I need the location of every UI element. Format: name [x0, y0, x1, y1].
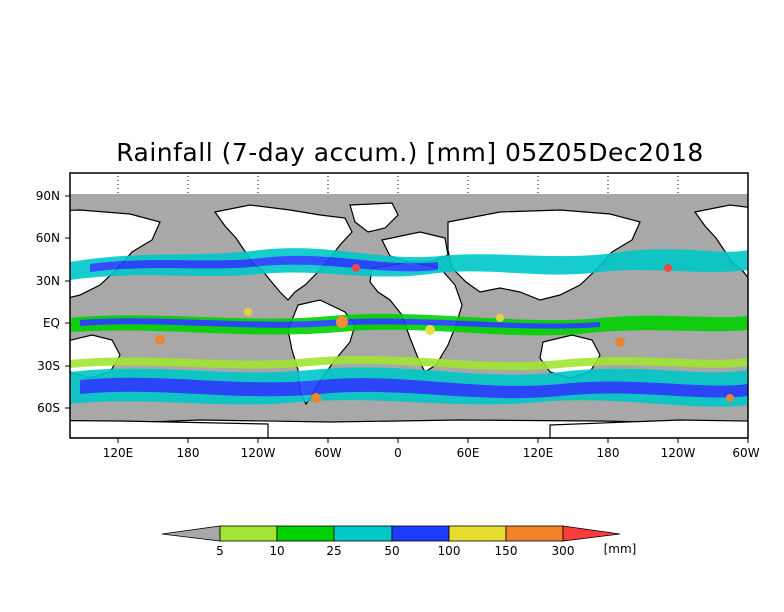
- legend-level-label: 150: [495, 544, 518, 558]
- x-tick-label: 120E: [523, 446, 554, 460]
- legend-level-label: 10: [269, 544, 284, 558]
- y-tick-label: 30N: [36, 274, 60, 288]
- x-tick-label: 120W: [241, 446, 276, 460]
- legend-swatch: [276, 525, 335, 542]
- legend-level-label: 50: [384, 544, 399, 558]
- map-title: Rainfall (7-day accum.) [mm] 05Z05Dec201…: [116, 138, 704, 167]
- x-tick-label: 120W: [661, 446, 696, 460]
- y-tick-label: 30S: [37, 359, 60, 373]
- x-axis-labels: 120E 180 120W 60W 0 60E 120E 180 120W 60…: [103, 446, 760, 460]
- legend-swatch-lowest: [161, 525, 221, 542]
- legend-swatch: [333, 525, 393, 542]
- map-frame: [69, 172, 749, 439]
- x-grid-ticks: [117, 176, 679, 194]
- x-tick-label: 120E: [103, 446, 134, 460]
- legend-unit: [mm]: [604, 542, 637, 556]
- x-tick-label: 60W: [732, 446, 759, 460]
- rainfall-layer: [70, 248, 748, 407]
- x-tick-label: 0: [394, 446, 402, 460]
- legend-swatch-highest: [562, 525, 621, 542]
- y-tick-label: EQ: [43, 316, 60, 330]
- y-tick-label: 90N: [36, 189, 60, 203]
- y-axis: [65, 195, 70, 409]
- x-tick-label: 180: [597, 446, 620, 460]
- greenland: [349, 202, 399, 233]
- legend-swatch: [505, 525, 564, 542]
- legend-level-label: 25: [326, 544, 341, 558]
- x-tick-label: 180: [177, 446, 200, 460]
- legend-level-label: 300: [552, 544, 575, 558]
- asia: [447, 209, 641, 301]
- x-tick-label: 60W: [314, 446, 341, 460]
- legend-swatch: [448, 525, 507, 542]
- legend-level-label: 5: [216, 544, 224, 558]
- x-axis: [117, 438, 749, 443]
- legend-swatch: [391, 525, 450, 542]
- legend-swatch: [219, 525, 278, 542]
- x-tick-label: 60E: [457, 446, 480, 460]
- y-tick-label: 60S: [37, 401, 60, 415]
- y-axis-labels: 90N 60N 30N EQ 30S 60S: [36, 189, 60, 415]
- y-tick-label: 60N: [36, 231, 60, 245]
- legend-level-label: 100: [438, 544, 461, 558]
